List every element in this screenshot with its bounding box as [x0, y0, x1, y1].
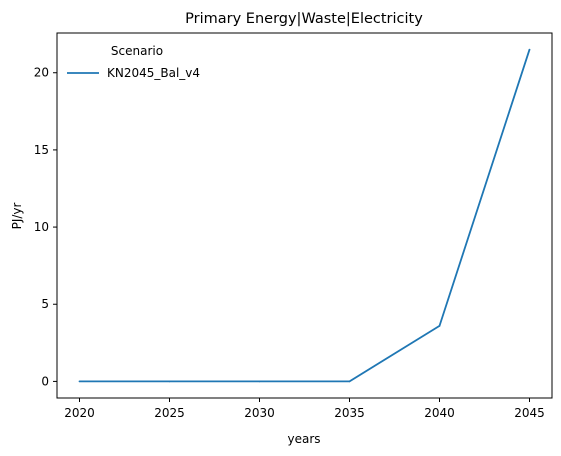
data-point [438, 324, 441, 327]
data-point [168, 380, 171, 383]
y-tick-label: 10 [34, 220, 49, 234]
legend: Scenario KN2045_Bal_v4 [67, 44, 200, 80]
data-point [78, 380, 81, 383]
data-point [528, 48, 531, 51]
chart-title: Primary Energy|Waste|Electricity [185, 11, 423, 27]
x-axis: 2020 2025 2030 2035 2040 2045 [64, 398, 545, 420]
data-point [348, 380, 351, 383]
x-tick-label: 2045 [514, 406, 545, 420]
x-tick-label: 2030 [244, 406, 275, 420]
x-tick-label: 2025 [154, 406, 185, 420]
y-tick-label: 0 [41, 374, 49, 388]
y-tick-label: 15 [34, 143, 49, 157]
x-tick-label: 2040 [424, 406, 455, 420]
plot-frame [56, 32, 553, 399]
legend-title: Scenario [111, 44, 163, 58]
x-tick-label: 2035 [334, 406, 365, 420]
legend-label: KN2045_Bal_v4 [107, 66, 200, 80]
data-point [258, 380, 261, 383]
x-axis-label: years [287, 432, 320, 446]
x-tick-label: 2020 [64, 406, 95, 420]
y-tick-label: 5 [41, 297, 49, 311]
y-axis: 0 5 10 15 20 [34, 66, 57, 388]
plot-area [56, 32, 553, 399]
series-line-KN2045_Bal_v4 [79, 49, 531, 383]
y-tick-label: 20 [34, 66, 49, 80]
y-axis-label: PJ/yr [10, 203, 24, 230]
series-group [78, 48, 531, 383]
